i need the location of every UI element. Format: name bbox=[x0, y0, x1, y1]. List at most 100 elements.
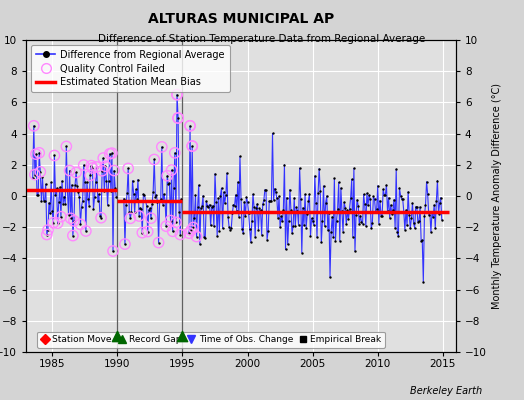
Point bbox=[311, 172, 319, 179]
Point bbox=[305, 191, 313, 197]
Point bbox=[374, 182, 382, 189]
Point bbox=[143, 203, 151, 209]
Point bbox=[185, 230, 193, 236]
Point bbox=[259, 197, 268, 204]
Point bbox=[348, 234, 357, 240]
Point bbox=[104, 178, 113, 184]
Point bbox=[269, 197, 278, 203]
Point bbox=[275, 193, 283, 200]
Point bbox=[265, 198, 274, 204]
Point bbox=[95, 191, 103, 197]
Point bbox=[390, 196, 398, 203]
Point bbox=[29, 122, 38, 129]
Point bbox=[128, 178, 137, 184]
Point bbox=[249, 191, 257, 198]
Point bbox=[222, 192, 230, 198]
Point bbox=[238, 226, 246, 232]
Point bbox=[43, 227, 52, 233]
Point bbox=[174, 115, 182, 121]
Point bbox=[230, 202, 238, 208]
Point bbox=[379, 186, 387, 192]
Point bbox=[108, 150, 116, 156]
Point bbox=[109, 248, 117, 254]
Point bbox=[344, 216, 353, 223]
Point bbox=[223, 170, 231, 176]
Point bbox=[38, 174, 47, 180]
Point bbox=[233, 208, 241, 214]
Point bbox=[173, 92, 181, 98]
Point bbox=[72, 169, 80, 176]
Point bbox=[317, 239, 325, 246]
Point bbox=[429, 214, 438, 221]
Point bbox=[164, 181, 172, 188]
Point bbox=[352, 212, 360, 218]
Point bbox=[411, 204, 420, 210]
Point bbox=[69, 232, 77, 239]
Point bbox=[166, 217, 174, 224]
Point bbox=[397, 196, 406, 202]
Point bbox=[303, 211, 311, 217]
Point bbox=[124, 165, 133, 172]
Point bbox=[162, 223, 170, 230]
Point bbox=[289, 223, 297, 229]
Point bbox=[351, 248, 359, 254]
Point bbox=[301, 191, 309, 198]
Point bbox=[92, 179, 100, 185]
Point bbox=[193, 204, 202, 210]
Point bbox=[186, 122, 194, 129]
Point bbox=[77, 221, 85, 228]
Point bbox=[234, 179, 242, 185]
Point bbox=[274, 215, 282, 221]
Y-axis label: Monthly Temperature Anomaly Difference (°C): Monthly Temperature Anomaly Difference (… bbox=[493, 83, 503, 309]
Point bbox=[169, 228, 177, 234]
Point bbox=[167, 167, 176, 173]
Point bbox=[237, 196, 245, 202]
Point bbox=[90, 194, 99, 200]
Point bbox=[406, 225, 414, 232]
Point bbox=[47, 179, 56, 186]
Point bbox=[430, 202, 439, 208]
Point bbox=[146, 205, 154, 211]
Point bbox=[421, 202, 430, 208]
Point bbox=[392, 166, 400, 172]
Point bbox=[133, 195, 141, 202]
Point bbox=[272, 195, 281, 202]
Point bbox=[174, 115, 182, 121]
Point bbox=[84, 196, 92, 202]
Point bbox=[32, 151, 40, 157]
Point bbox=[203, 202, 212, 209]
Point bbox=[93, 164, 101, 170]
Legend: Station Move, Record Gap, Time of Obs. Change, Empirical Break: Station Move, Record Gap, Time of Obs. C… bbox=[37, 332, 385, 348]
Point bbox=[42, 231, 51, 238]
Point bbox=[206, 222, 215, 228]
Point bbox=[157, 196, 165, 202]
Point bbox=[190, 215, 199, 221]
Text: Difference of Station Temperature Data from Regional Average: Difference of Station Temperature Data f… bbox=[99, 34, 425, 44]
Point bbox=[418, 237, 427, 243]
Point bbox=[79, 197, 87, 204]
Point bbox=[99, 155, 107, 161]
Point bbox=[244, 210, 253, 216]
Point bbox=[127, 208, 136, 215]
Point bbox=[66, 167, 74, 174]
Point bbox=[72, 169, 80, 176]
Point bbox=[220, 189, 228, 195]
Point bbox=[166, 217, 174, 224]
Point bbox=[80, 162, 88, 168]
Point bbox=[126, 215, 135, 222]
Point bbox=[34, 192, 42, 198]
Point bbox=[174, 115, 182, 121]
Point bbox=[408, 200, 417, 206]
Point bbox=[405, 211, 413, 218]
Point bbox=[149, 189, 157, 195]
Point bbox=[387, 202, 395, 208]
Point bbox=[215, 228, 224, 234]
Point bbox=[189, 224, 198, 231]
Point bbox=[160, 191, 168, 197]
Point bbox=[46, 210, 54, 217]
Point bbox=[290, 195, 298, 201]
Point bbox=[53, 220, 62, 226]
Point bbox=[257, 232, 266, 238]
Point bbox=[427, 229, 435, 235]
Point bbox=[377, 212, 385, 219]
